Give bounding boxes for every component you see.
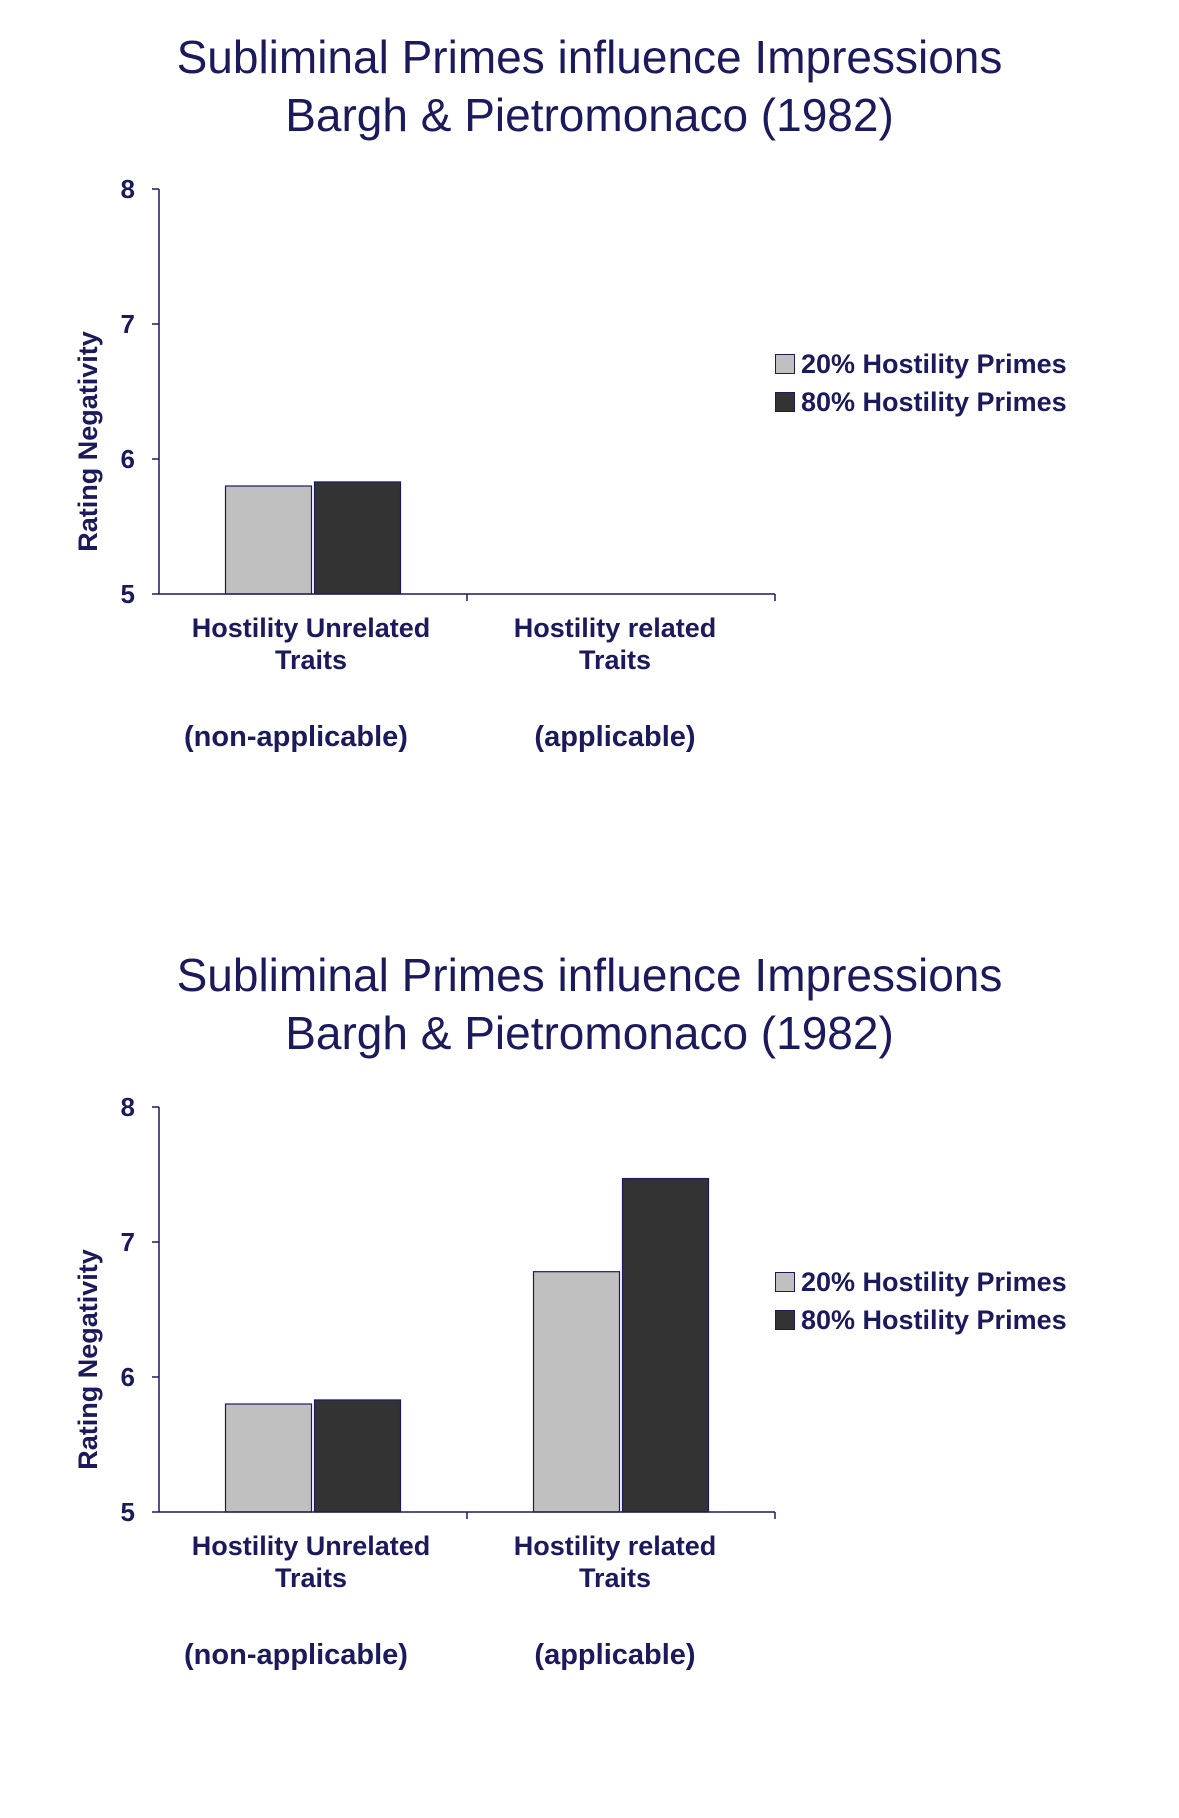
- y-tick-label: 6: [121, 444, 135, 474]
- legend-label: 20% Hostility Primes: [801, 1266, 1067, 1297]
- legend-item-20: 20% Hostility Primes: [775, 345, 1067, 383]
- chart-title: Subliminal Primes influence Impressions: [176, 31, 1003, 83]
- category-label-unrelated: Hostility Unrelated Traits: [151, 612, 471, 676]
- y-tick-label: 7: [121, 309, 135, 339]
- legend-item-80: 80% Hostility Primes: [775, 383, 1067, 421]
- legend: 20% Hostility Primes 80% Hostility Prime…: [775, 1263, 1067, 1339]
- legend-label: 80% Hostility Primes: [801, 1304, 1067, 1335]
- y-tick-label: 6: [121, 1362, 135, 1392]
- category-note-related: (applicable): [534, 1639, 696, 1671]
- bar-chart-top: 5 6 7 8 Rating Negativity: [73, 174, 776, 609]
- category-line2: Traits: [274, 1563, 348, 1593]
- y-tick-label: 5: [121, 579, 135, 609]
- bar-light-0: [224, 485, 313, 595]
- y-tick-label: 5: [121, 1497, 135, 1527]
- y-axis-label: Rating Negativity: [73, 1249, 103, 1470]
- category-line1: Hostility Unrelated: [191, 613, 431, 643]
- category-line2: Traits: [578, 645, 652, 675]
- y-tick-label: 8: [121, 1092, 135, 1122]
- category-line1: Hostility related: [513, 613, 717, 643]
- y-tick-label: 7: [121, 1227, 135, 1257]
- legend-item-20: 20% Hostility Primes: [775, 1263, 1067, 1301]
- chart-panel-top: Subliminal Primes influence Impressions …: [0, 0, 1179, 900]
- bar-chart-bottom: 5 6 7 8 Rating Negativity: [73, 1092, 776, 1527]
- legend-swatch-dark: [775, 1310, 795, 1330]
- category-line2: Traits: [578, 1563, 652, 1593]
- y-tick-label: 8: [121, 174, 135, 204]
- bar-light-1: [532, 1271, 621, 1513]
- category-note-unrelated: (non-applicable): [184, 1639, 408, 1671]
- bar-dark-0: [313, 1399, 402, 1513]
- category-note-related: (applicable): [534, 721, 696, 753]
- category-label-related: Hostility related Traits: [455, 1530, 775, 1594]
- bar-dark-1: [621, 1177, 710, 1513]
- category-label-related: Hostility related Traits: [455, 612, 775, 676]
- chart-title: Subliminal Primes influence Impressions: [176, 949, 1003, 1001]
- category-line1: Hostility Unrelated: [191, 1531, 431, 1561]
- category-line1: Hostility related: [513, 1531, 717, 1561]
- legend-swatch-dark: [775, 392, 795, 412]
- chart-subtitle: Bargh & Pietromonaco (1982): [285, 1007, 894, 1059]
- category-note-unrelated: (non-applicable): [184, 721, 408, 753]
- legend-label: 80% Hostility Primes: [801, 386, 1067, 417]
- chart-panel-bottom: Subliminal Primes influence Impressions …: [0, 918, 1179, 1818]
- legend-label: 20% Hostility Primes: [801, 348, 1067, 379]
- y-axis-label: Rating Negativity: [73, 331, 103, 552]
- bar-dark-0: [313, 481, 402, 595]
- category-line2: Traits: [274, 645, 348, 675]
- category-label-unrelated: Hostility Unrelated Traits: [151, 1530, 471, 1594]
- legend: 20% Hostility Primes 80% Hostility Prime…: [775, 345, 1067, 421]
- bar-light-0: [224, 1403, 313, 1513]
- chart-subtitle: Bargh & Pietromonaco (1982): [285, 89, 894, 141]
- legend-swatch-light: [775, 1272, 795, 1292]
- legend-item-80: 80% Hostility Primes: [775, 1301, 1067, 1339]
- legend-swatch-light: [775, 354, 795, 374]
